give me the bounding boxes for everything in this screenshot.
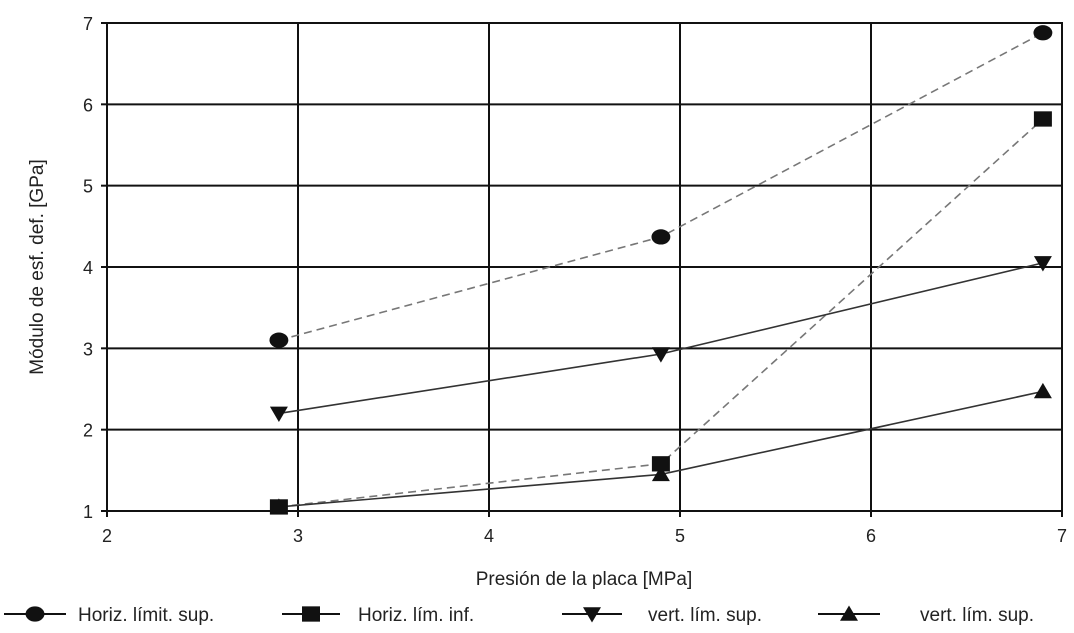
triangle-up-marker <box>269 498 288 514</box>
circle-marker <box>269 332 289 348</box>
y-tick-label: 2 <box>83 421 93 441</box>
x-axis-label: Presión de la placa [MPa] <box>476 569 693 590</box>
triangle-down-marker <box>269 406 288 422</box>
y-tick-label: 7 <box>83 14 93 34</box>
triangle-down-marker <box>1033 256 1052 272</box>
y-axis-label: Módulo de esf. def. [GPa] <box>27 159 48 374</box>
x-tick-label: 2 <box>102 526 112 546</box>
y-tick-label: 3 <box>83 339 93 359</box>
y-tick-label: 6 <box>83 95 93 115</box>
plot-frame <box>106 22 1063 512</box>
legend-triangle-down-marker <box>583 607 601 623</box>
triangle-up-marker <box>1033 382 1052 399</box>
series-line <box>278 390 1044 508</box>
legend-label: Horiz. límit. sup. <box>78 605 214 626</box>
legend-label: vert. lím. sup. <box>648 605 762 626</box>
legend: Horiz. límit. sup. Horiz. lím. inf. vert. … <box>4 605 1034 626</box>
x-tick-label: 5 <box>675 526 685 546</box>
square-marker <box>651 456 670 472</box>
y-tick-label: 5 <box>83 177 93 197</box>
x-tick-label: 6 <box>866 526 876 546</box>
legend-label: vert. lím. sup. <box>920 605 1034 626</box>
legend-square-marker <box>302 606 320 622</box>
triangle-down-marker <box>651 347 670 363</box>
triangle-up-marker <box>651 465 670 482</box>
series-markers <box>269 25 1053 515</box>
legend-triangle-up-marker <box>840 605 858 621</box>
y-tick-label: 4 <box>83 258 93 278</box>
legend-label: Horiz. lím. inf. <box>358 605 474 626</box>
x-tick-label: 3 <box>293 526 303 546</box>
circle-marker <box>651 229 671 245</box>
series-line <box>278 118 1044 508</box>
circle-marker <box>1033 25 1053 41</box>
legend-circle-marker <box>25 606 45 622</box>
series-line <box>278 262 1044 415</box>
grid <box>101 22 1063 517</box>
x-tick-label: 7 <box>1057 526 1067 546</box>
x-tick-label: 4 <box>484 526 494 546</box>
y-tick-label: 1 <box>83 502 93 522</box>
square-marker <box>1033 111 1052 127</box>
